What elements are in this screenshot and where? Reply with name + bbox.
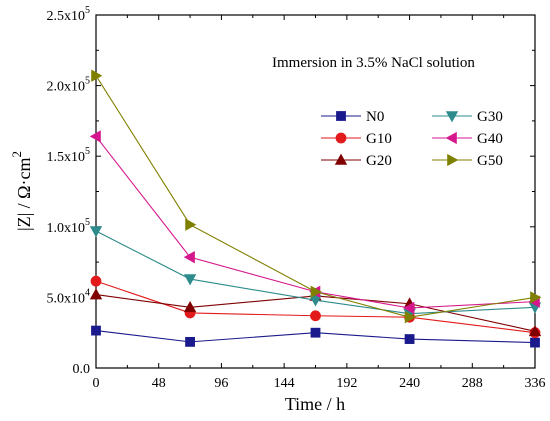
series-g50	[91, 69, 542, 324]
y-tick-label: 5.0x104	[47, 287, 91, 306]
series-line	[95, 136, 536, 309]
x-tick-label: 0	[93, 376, 100, 391]
data-point	[309, 295, 322, 307]
data-point	[91, 69, 103, 82]
legend-item-g10: G10	[321, 131, 392, 147]
legend-item-g20: G20	[321, 153, 392, 169]
data-point	[310, 310, 321, 322]
data-point	[530, 291, 542, 304]
data-point	[185, 218, 197, 231]
y-axis-title: |Z| / Ω·cm2	[9, 151, 34, 231]
y-axis-title-main: |Z| / Ω·cm	[14, 157, 34, 231]
x-tick-label: 144	[274, 376, 295, 391]
legend-label: G10	[366, 131, 392, 147]
y-tick-label-base: 1.0x10	[47, 221, 86, 236]
data-point	[404, 310, 416, 324]
legend-item-g40: G40	[432, 131, 503, 147]
y-tick-label: 2.0x105	[47, 76, 91, 95]
y-tick-label-base: 2.5x10	[47, 9, 86, 24]
y-tick-label-base: 5.0x10	[47, 291, 86, 306]
y-tick-label-exponent: 5	[85, 217, 90, 228]
legend-label: G30	[477, 109, 503, 125]
data-point	[310, 327, 321, 338]
legend-label: G50	[477, 153, 503, 169]
y-tick-label-base: 1.5x10	[47, 150, 86, 165]
x-tick-label: 96	[214, 376, 228, 391]
data-point	[89, 226, 103, 238]
legend-marker	[445, 111, 459, 123]
data-point	[183, 300, 197, 313]
y-tick-label: 1.0x105	[47, 217, 91, 236]
legend-marker	[336, 111, 346, 121]
legend-item-g30: G30	[432, 109, 503, 125]
data-point	[310, 285, 322, 298]
y-tick-label: 0.0	[73, 362, 91, 377]
x-tick-label: 240	[399, 376, 420, 391]
legend-marker	[335, 132, 347, 144]
x-tick-label: 336	[525, 376, 546, 391]
data-point	[530, 337, 540, 348]
y-tick-label-exponent: 5	[85, 146, 90, 157]
data-point	[183, 274, 197, 286]
series-line	[95, 75, 536, 318]
chart-annotation: Immersion in 3.5% NaCl solution	[272, 55, 475, 71]
data-point	[89, 288, 103, 300]
data-point	[403, 301, 415, 315]
x-axis-title: Time / h	[285, 394, 345, 414]
legend-marker	[445, 131, 457, 145]
legend-label: N0	[366, 109, 384, 125]
y-tick-label: 2.5x105	[47, 5, 91, 24]
legend-label: G40	[477, 131, 503, 147]
series-g40	[89, 130, 540, 315]
y-tick-label-base: 2.0x10	[47, 80, 86, 95]
data-point	[89, 130, 101, 143]
data-point	[91, 325, 101, 336]
y-tick-label-exponent: 5	[85, 5, 90, 16]
legend-marker	[447, 153, 459, 167]
y-tick-label-exponent: 4	[85, 287, 90, 298]
series-g30	[89, 226, 542, 320]
data-point	[404, 334, 415, 344]
y-tick-label: 1.5x105	[47, 146, 91, 165]
y-axis-title-superscript: 2	[9, 151, 24, 158]
x-tick-label: 192	[336, 376, 357, 391]
legend-item-g50: G50	[432, 153, 503, 169]
x-tick-label: 288	[462, 376, 483, 391]
legend-marker	[334, 153, 348, 165]
data-point	[185, 336, 195, 347]
y-tick-label-base: 0.0	[73, 362, 91, 377]
data-point	[528, 324, 542, 337]
legend-label: G20	[366, 153, 392, 169]
data-point	[90, 275, 102, 287]
x-tick-label: 48	[152, 376, 166, 391]
series-n0	[91, 325, 540, 348]
data-point	[183, 250, 195, 264]
legend-item-n0: N0	[321, 109, 384, 125]
y-tick-label-exponent: 5	[85, 76, 90, 87]
